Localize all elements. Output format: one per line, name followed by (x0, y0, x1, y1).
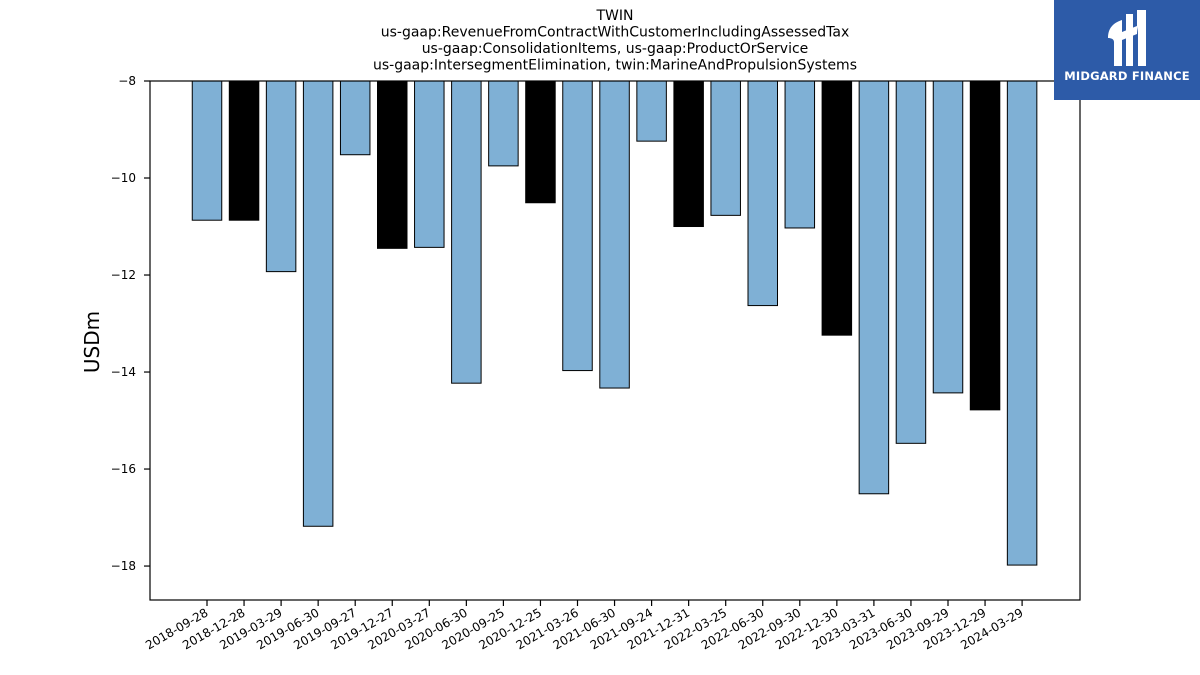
y-tick-label: −12 (111, 268, 136, 282)
bar (302, 80, 334, 527)
brand-name: MIDGARD FINANCE (1064, 69, 1190, 83)
bar (488, 80, 519, 167)
bar (525, 80, 556, 204)
bar (673, 80, 704, 228)
bar (339, 80, 371, 156)
chart-title: TWINus-gaap:RevenueFromContractWithCusto… (373, 8, 857, 74)
y-tick-label: −18 (111, 559, 136, 573)
y-tick-label: −14 (111, 365, 136, 379)
bar (969, 80, 1001, 411)
bar (895, 80, 927, 444)
bars (191, 80, 1038, 566)
bar (784, 80, 816, 229)
chart-title-line: us-gaap:IntersegmentElimination, twin:Ma… (373, 58, 857, 74)
bar (636, 80, 667, 142)
bar (377, 80, 408, 249)
bar (747, 80, 778, 307)
y-axis-label: USDm (80, 311, 104, 373)
y-tick-label: −16 (111, 462, 136, 476)
chart-title-line: TWIN (596, 8, 634, 24)
y-tick-label: −10 (111, 171, 136, 185)
bar (1006, 80, 1038, 566)
chart-title-line: us-gaap:ConsolidationItems, us-gaap:Prod… (422, 41, 809, 57)
bar (932, 80, 964, 394)
bar (599, 80, 630, 389)
bar (265, 80, 297, 273)
y-tick-label: −8 (118, 74, 136, 88)
midgard-logo-icon (1108, 10, 1146, 66)
chart-title-line: us-gaap:RevenueFromContractWithCustomerI… (381, 25, 850, 41)
bar (710, 80, 741, 216)
bar (858, 80, 890, 495)
x-axis-ticks: 2018-09-282018-12-282019-03-292019-06-30… (143, 600, 1026, 652)
y-axis-ticks: −8 −10 −12 −14 −16 −18 (111, 74, 150, 573)
bar (414, 80, 445, 248)
bar (451, 80, 482, 384)
bar (562, 80, 593, 372)
brand-logo: MIDGARD FINANCE (1054, 0, 1200, 100)
bar (228, 80, 260, 221)
bar (191, 80, 223, 221)
bar (821, 80, 853, 336)
